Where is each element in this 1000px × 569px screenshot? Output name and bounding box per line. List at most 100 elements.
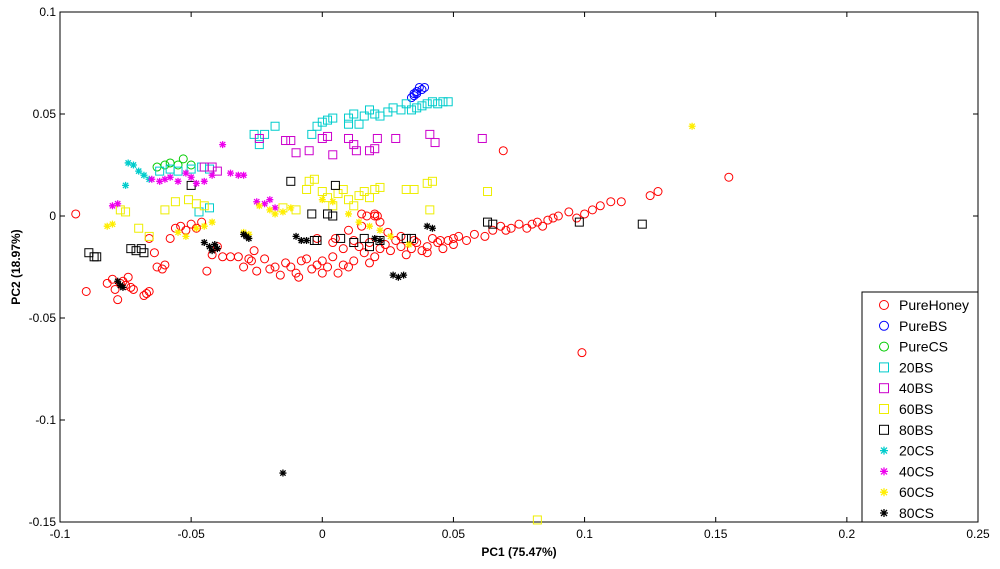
x-tick-label: 0.2 xyxy=(839,527,856,541)
point-40bs xyxy=(304,146,314,156)
legend-label: 60BS xyxy=(899,401,933,417)
legend-item-20cs: 20CS xyxy=(880,443,934,459)
point-purehoney xyxy=(498,146,508,156)
point-40cs xyxy=(166,173,174,181)
point-40cs xyxy=(182,169,190,177)
point-purehoney xyxy=(616,197,626,207)
point-60bs xyxy=(422,178,432,188)
legend-marker-purecs xyxy=(879,341,889,352)
series-purebs xyxy=(406,82,430,103)
point-40bs xyxy=(349,140,359,150)
point-40bs xyxy=(254,133,264,143)
point-40bs xyxy=(286,136,296,146)
point-purehoney xyxy=(126,282,136,292)
point-20bs xyxy=(433,99,443,109)
legend-marker-purehoney xyxy=(879,300,889,310)
point-40cs xyxy=(114,200,122,208)
point-purehoney xyxy=(270,262,280,272)
point-60bs xyxy=(309,174,319,184)
point-purehoney xyxy=(543,215,553,225)
point-purehoney xyxy=(645,191,655,201)
point-80cs xyxy=(376,236,384,244)
point-80cs xyxy=(279,469,287,477)
point-purehoney xyxy=(144,286,154,296)
point-60cs xyxy=(192,224,200,232)
point-40bs xyxy=(291,148,301,158)
point-purehoney xyxy=(501,225,511,235)
point-80cs xyxy=(211,241,219,249)
point-80cs xyxy=(371,234,379,242)
legend-label: 40BS xyxy=(899,380,933,396)
point-20bs xyxy=(370,109,380,119)
point-purehoney xyxy=(71,209,81,219)
point-60cs xyxy=(688,122,696,130)
point-80cs xyxy=(428,224,436,232)
point-40bs xyxy=(351,146,361,156)
point-60bs xyxy=(199,201,209,211)
point-purehoney xyxy=(372,211,382,221)
x-tick-label: -0.1 xyxy=(50,527,71,541)
legend-item-20bs: 20BS xyxy=(879,359,933,375)
point-60bs xyxy=(170,197,180,207)
point-purehoney xyxy=(433,238,443,248)
point-80cs xyxy=(206,243,214,251)
legend-marker-20bs xyxy=(879,362,889,373)
point-40bs xyxy=(323,131,333,141)
legend-label: 20BS xyxy=(899,359,933,375)
x-tick-label: -0.05 xyxy=(177,527,205,541)
point-purehoney xyxy=(128,284,138,294)
point-20bs xyxy=(422,99,432,109)
point-80cs xyxy=(389,271,397,279)
point-20bs xyxy=(328,113,338,123)
x-axis-ticks: -0.1 -0.05 0 0.05 0.1 0.15 0.2 0.25 xyxy=(50,12,990,541)
point-purehoney xyxy=(564,207,574,217)
point-purehoney xyxy=(296,256,306,266)
point-purehoney xyxy=(553,211,563,221)
point-60bs xyxy=(375,182,385,192)
point-80cs xyxy=(292,232,300,240)
point-60bs xyxy=(349,201,359,211)
point-purehoney xyxy=(454,231,464,241)
point-80bs xyxy=(349,238,359,248)
point-40bs xyxy=(425,129,435,139)
legend-marker-40cs xyxy=(880,467,888,476)
point-purehoney xyxy=(323,262,333,272)
x-tick-label: 0.1 xyxy=(576,527,593,541)
y-tick-label: 0.1 xyxy=(39,5,56,19)
point-purehoney xyxy=(328,252,338,262)
point-60cs xyxy=(355,218,363,226)
point-80cs xyxy=(114,277,122,285)
point-20bs xyxy=(354,119,364,129)
point-80bs xyxy=(574,217,584,227)
point-40bs xyxy=(372,133,382,143)
point-purehoney xyxy=(333,268,343,278)
point-40bs xyxy=(344,133,354,143)
point-purehoney xyxy=(538,221,548,231)
point-60bs xyxy=(359,187,369,197)
point-60bs xyxy=(370,184,380,194)
point-purehoney xyxy=(294,272,304,282)
point-60bs xyxy=(144,231,154,241)
point-purehoney xyxy=(317,256,327,266)
point-40cs xyxy=(156,177,164,185)
legend-marker-60cs xyxy=(880,488,888,497)
point-40bs xyxy=(212,166,222,176)
point-20bs xyxy=(205,203,215,213)
point-20bs xyxy=(155,166,165,176)
legend-label: 80BS xyxy=(899,422,933,438)
x-tick-label: 0.15 xyxy=(704,527,728,541)
point-purehoney xyxy=(265,264,275,274)
point-purehoney xyxy=(244,254,254,264)
point-40cs xyxy=(253,198,261,206)
point-purehoney xyxy=(396,231,406,241)
y-axis-label: PC2 (18.97%) xyxy=(9,229,23,304)
legend-label: 40CS xyxy=(899,463,934,479)
data-points xyxy=(71,82,734,525)
point-purehoney xyxy=(653,187,663,197)
series-60bs xyxy=(115,174,542,525)
point-20bs xyxy=(406,105,416,115)
y-tick-label: 0 xyxy=(49,209,56,223)
point-40cs xyxy=(234,171,242,179)
point-purehoney xyxy=(435,235,445,245)
point-80bs xyxy=(286,176,296,186)
